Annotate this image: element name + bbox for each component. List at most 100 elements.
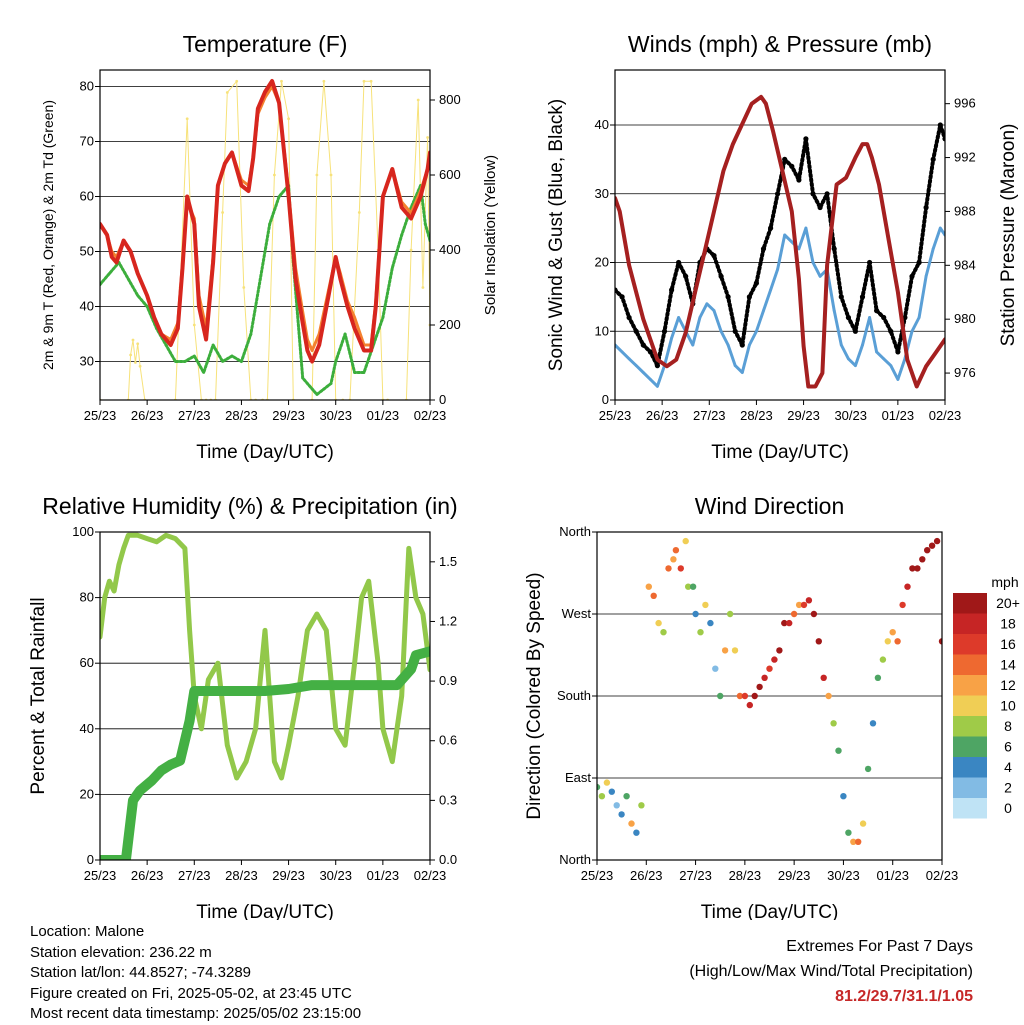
- insolation-point: [369, 79, 373, 83]
- speed-legend: mph 20+ 18 16 14 12 10 8 6 4 2 0: [953, 574, 1020, 819]
- speed-legend-swatch-9: [953, 777, 987, 798]
- wind-direction-point: [650, 592, 657, 599]
- speed-legend-label-6: 8: [1004, 718, 1012, 734]
- wind-direction-point: [859, 820, 867, 827]
- gust-point: [881, 314, 887, 321]
- insolation-point: [235, 79, 239, 83]
- wind-point: [712, 309, 716, 312]
- wind-point: [634, 364, 638, 367]
- wind-direction-point: [702, 601, 709, 609]
- dewpoint-point: [249, 332, 253, 336]
- station-info: Location: Malone Station elevation: 236.…: [30, 922, 361, 1025]
- pressure-point: [854, 156, 857, 160]
- wind-point: [931, 247, 935, 251]
- rh-series-line: [100, 532, 430, 781]
- wind-direction-point: [726, 610, 734, 618]
- y2-tick-label-2: 984: [954, 257, 976, 272]
- dewpoint-point: [315, 393, 319, 396]
- insolation-point: [362, 79, 366, 83]
- plot-frame: [99, 531, 431, 861]
- speed-legend-swatch-1: [953, 613, 987, 634]
- pressure-point: [712, 210, 716, 213]
- chart-title: Winds (mph) & Pressure (mb): [628, 31, 932, 57]
- wind-direction-point: [879, 656, 887, 663]
- pressure-point: [934, 351, 937, 355]
- pressure-point: [781, 169, 784, 173]
- wind-direction-point: [909, 565, 916, 572]
- pressure-point: [825, 263, 829, 267]
- gust-point: [654, 363, 661, 369]
- wind-direction-point: [845, 829, 852, 836]
- rh-point: [306, 629, 309, 632]
- wind-point: [847, 357, 850, 361]
- rh-point: [112, 589, 116, 593]
- temp_2m-point: [136, 272, 140, 275]
- y-tick-label-2: South: [557, 688, 591, 703]
- plot-frame: [614, 69, 946, 401]
- temp_2m-point: [301, 321, 305, 325]
- pressure-point: [797, 277, 801, 281]
- wind-direction-point: [786, 619, 793, 627]
- y-tick-label-3: 30: [595, 186, 609, 201]
- wind-point: [698, 316, 702, 319]
- y2-tick-label-5: 996: [954, 96, 976, 111]
- x-tick-label-5: 30/23: [834, 408, 867, 423]
- precip-point: [392, 680, 402, 690]
- rh-point: [273, 760, 276, 763]
- x-axis-title: Time (Day/UTC): [711, 442, 849, 463]
- rh-point: [353, 661, 356, 665]
- wind-direction-point: [776, 647, 783, 654]
- temp_2m-point: [145, 294, 149, 297]
- wind-point: [748, 343, 751, 347]
- wind-direction-point: [628, 820, 635, 827]
- rh-point: [200, 727, 203, 731]
- insolation-point: [280, 79, 283, 83]
- insolation-series-line: [100, 80, 430, 400]
- wind-point: [783, 233, 787, 237]
- temp_2m-point: [169, 343, 173, 347]
- gust-point: [867, 259, 873, 266]
- rh-point: [174, 537, 177, 540]
- pressure-point: [896, 290, 900, 294]
- y2-tick-label-4: 800: [439, 92, 461, 107]
- gust-point: [782, 156, 788, 162]
- gust-point: [633, 328, 639, 334]
- insolation-point: [138, 364, 142, 368]
- temp_2m-point: [256, 107, 260, 110]
- temp_2m-point: [197, 305, 201, 308]
- dewpoint-point: [221, 360, 225, 363]
- wind-direction-point: [685, 583, 692, 590]
- gust-point: [937, 122, 943, 128]
- wind-direction-point: [692, 610, 699, 618]
- temp_2m-point: [159, 332, 163, 336]
- station-elevation: Station elevation: 236.22 m: [30, 943, 212, 961]
- y2-tick-label-0: 0: [439, 392, 446, 407]
- rh-point: [421, 612, 425, 616]
- rh-point: [414, 596, 418, 599]
- pressure-point: [877, 183, 881, 186]
- wind-direction-point: [677, 565, 684, 572]
- x-tick-label-4: 29/23: [787, 408, 820, 423]
- wind-point: [910, 329, 914, 333]
- speed-legend-label-1: 18: [1000, 616, 1016, 632]
- wind-direction-point: [756, 683, 763, 691]
- gust-point: [739, 342, 745, 348]
- wind-point: [656, 384, 659, 388]
- gust-point: [753, 280, 760, 286]
- x-tick-label-1: 26/23: [131, 868, 164, 883]
- plot-area: [100, 532, 430, 860]
- pressure-point: [656, 358, 659, 361]
- wind-point: [818, 274, 822, 278]
- gust-point: [640, 342, 646, 348]
- gust-point: [683, 273, 689, 279]
- temp_2m-point: [400, 206, 404, 209]
- pressure-point: [865, 142, 869, 146]
- wind-point: [875, 350, 878, 354]
- precip-point: [307, 680, 317, 690]
- rh-point: [145, 537, 149, 540]
- precip-point: [378, 680, 388, 690]
- y2-tick-label-5: 1.5: [439, 554, 457, 569]
- pressure-point: [924, 364, 928, 368]
- gust-point: [817, 204, 823, 211]
